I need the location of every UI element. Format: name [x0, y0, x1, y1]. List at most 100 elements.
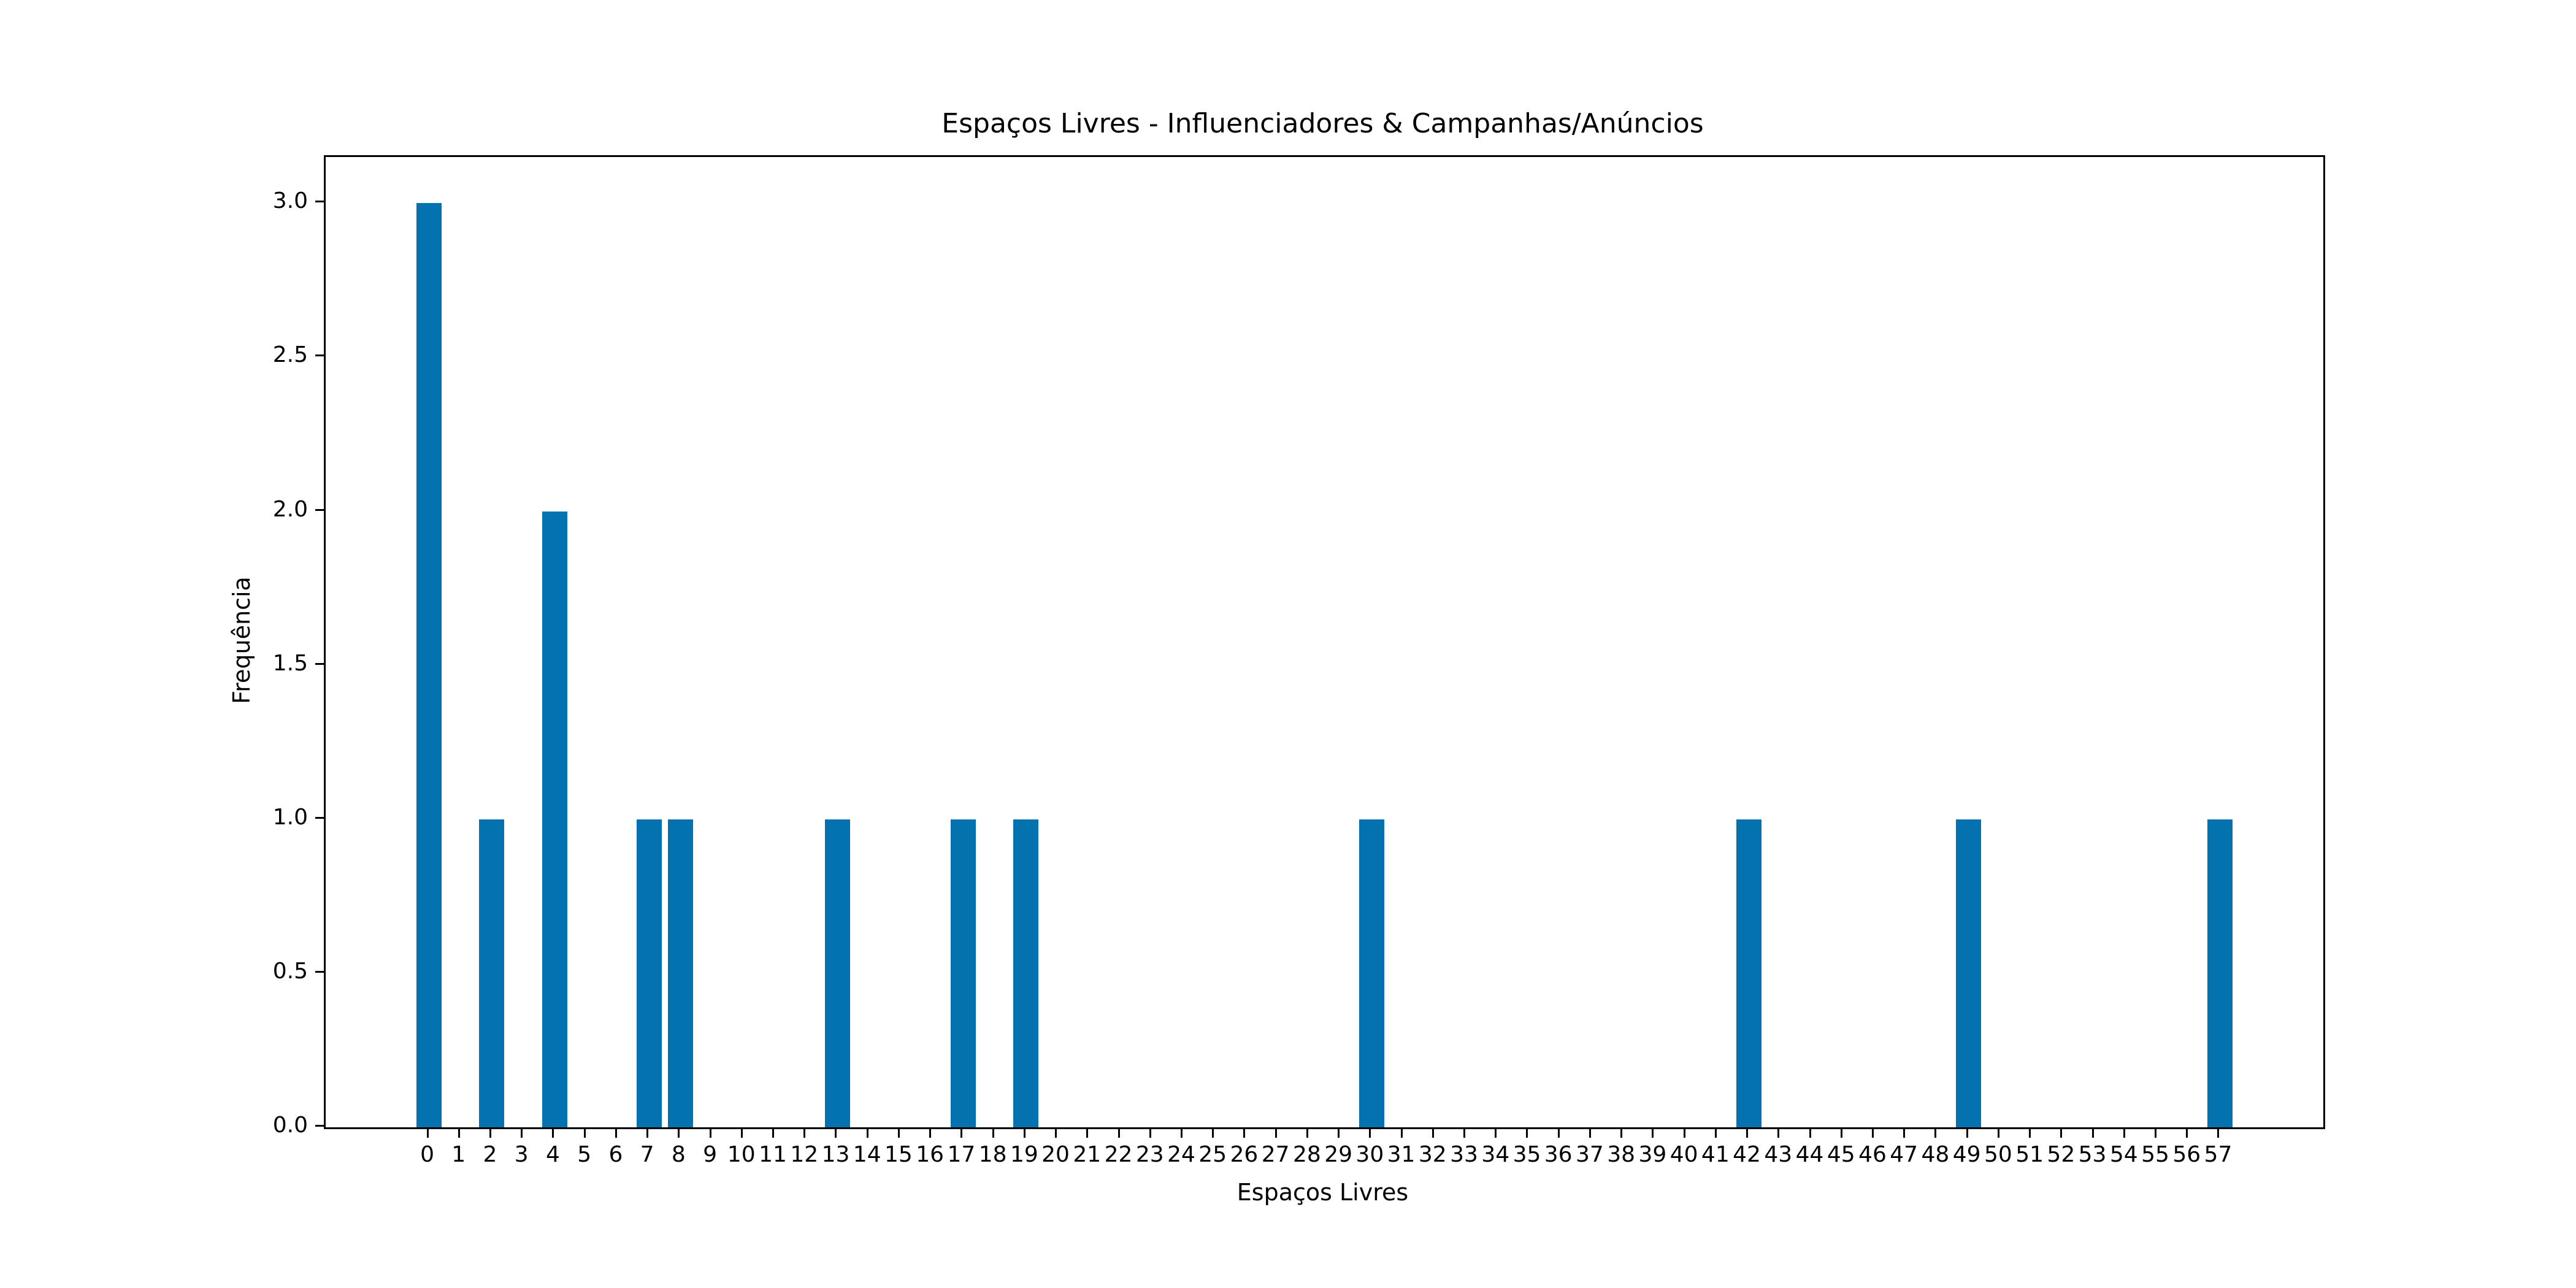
x-tick-39 [1652, 1129, 1654, 1138]
x-tick-label-11: 11 [759, 1142, 787, 1167]
x-tick-label-51: 51 [2015, 1142, 2044, 1167]
bar-2 [479, 819, 505, 1127]
x-tick-label-21: 21 [1073, 1142, 1102, 1167]
x-tick-17 [960, 1129, 963, 1138]
x-tick-label-23: 23 [1135, 1142, 1164, 1167]
x-tick-label-52: 52 [2047, 1142, 2076, 1167]
x-tick-label-55: 55 [2141, 1142, 2169, 1167]
y-tick-1.5 [315, 662, 324, 665]
x-tick-label-53: 53 [2078, 1142, 2107, 1167]
x-tick-28 [1306, 1129, 1308, 1138]
plot-area [324, 155, 2325, 1129]
x-tick-label-31: 31 [1387, 1142, 1416, 1167]
x-tick-label-43: 43 [1764, 1142, 1793, 1167]
x-tick-3 [521, 1129, 523, 1138]
x-tick-label-44: 44 [1795, 1142, 1824, 1167]
x-tick-5 [583, 1129, 586, 1138]
x-tick-21 [1086, 1129, 1089, 1138]
x-tick-label-24: 24 [1167, 1142, 1195, 1167]
x-tick-24 [1180, 1129, 1183, 1138]
y-tick-label-0.0: 0.0 [272, 1113, 308, 1138]
x-tick-label-40: 40 [1669, 1142, 1698, 1167]
x-tick-7 [646, 1129, 649, 1138]
bar-0 [416, 203, 442, 1127]
x-tick-42 [1746, 1129, 1749, 1138]
x-tick-label-34: 34 [1481, 1142, 1510, 1167]
x-axis-label: Espaços Livres [1236, 1179, 1409, 1206]
x-tick-50 [1997, 1129, 1999, 1138]
x-tick-6 [615, 1129, 617, 1138]
x-tick-label-45: 45 [1827, 1142, 1855, 1167]
bar-4 [542, 511, 567, 1127]
x-tick-2 [489, 1129, 491, 1138]
x-tick-55 [2155, 1129, 2156, 1138]
x-tick-44 [1809, 1129, 1811, 1138]
x-tick-label-9: 9 [703, 1142, 718, 1167]
x-tick-56 [2186, 1129, 2188, 1138]
x-tick-label-36: 36 [1544, 1142, 1573, 1167]
bar-19 [1013, 819, 1039, 1127]
x-tick-57 [2217, 1129, 2220, 1138]
x-tick-10 [740, 1129, 743, 1138]
x-tick-19 [1023, 1129, 1025, 1138]
x-tick-label-10: 10 [727, 1142, 756, 1167]
x-tick-label-2: 2 [483, 1142, 497, 1167]
x-tick-14 [866, 1129, 868, 1138]
x-tick-15 [897, 1129, 900, 1138]
x-tick-18 [992, 1129, 994, 1138]
x-tick-label-39: 39 [1638, 1142, 1667, 1167]
x-tick-label-37: 37 [1576, 1142, 1604, 1167]
y-tick-2.0 [315, 508, 324, 511]
x-tick-label-46: 46 [1858, 1142, 1887, 1167]
x-tick-30 [1369, 1129, 1371, 1138]
y-tick-label-0.5: 0.5 [272, 958, 308, 984]
x-tick-label-13: 13 [821, 1142, 850, 1167]
x-tick-11 [772, 1129, 775, 1138]
bar-7 [636, 819, 662, 1127]
x-tick-label-26: 26 [1230, 1142, 1259, 1167]
y-tick-0.0 [315, 1125, 324, 1127]
bar-49 [1956, 819, 1982, 1127]
bar-17 [950, 819, 976, 1127]
x-tick-label-30: 30 [1355, 1142, 1384, 1167]
x-tick-31 [1400, 1129, 1403, 1138]
x-tick-label-47: 47 [1890, 1142, 1919, 1167]
x-tick-label-1: 1 [451, 1142, 466, 1167]
x-tick-0 [426, 1129, 429, 1138]
x-tick-45 [1840, 1129, 1842, 1138]
x-tick-43 [1777, 1129, 1780, 1138]
x-tick-8 [678, 1129, 680, 1138]
x-tick-label-20: 20 [1041, 1142, 1070, 1167]
y-tick-1.0 [315, 816, 324, 819]
bar-57 [2207, 819, 2233, 1127]
x-tick-label-57: 57 [2204, 1142, 2233, 1167]
x-tick-label-19: 19 [1010, 1142, 1038, 1167]
x-tick-51 [2029, 1129, 2031, 1138]
x-tick-label-8: 8 [671, 1142, 686, 1167]
x-tick-label-12: 12 [790, 1142, 819, 1167]
y-tick-2.5 [315, 355, 324, 357]
x-tick-label-22: 22 [1104, 1142, 1133, 1167]
x-tick-label-27: 27 [1261, 1142, 1290, 1167]
y-tick-0.5 [315, 970, 324, 973]
x-tick-32 [1432, 1129, 1434, 1138]
x-tick-16 [929, 1129, 932, 1138]
x-tick-label-4: 4 [545, 1142, 560, 1167]
x-tick-label-17: 17 [947, 1142, 976, 1167]
x-tick-12 [803, 1129, 806, 1138]
x-tick-label-0: 0 [420, 1142, 434, 1167]
y-tick-label-1.0: 1.0 [272, 804, 308, 830]
x-tick-33 [1463, 1129, 1466, 1138]
x-tick-54 [2123, 1129, 2125, 1138]
y-tick-label-3.0: 3.0 [272, 188, 308, 214]
x-tick-label-56: 56 [2172, 1142, 2201, 1167]
x-tick-label-54: 54 [2109, 1142, 2138, 1167]
x-tick-label-16: 16 [916, 1142, 945, 1167]
x-tick-38 [1620, 1129, 1623, 1138]
y-tick-label-2.0: 2.0 [272, 496, 308, 522]
x-tick-label-18: 18 [978, 1142, 1007, 1167]
x-tick-46 [1871, 1129, 1874, 1138]
x-tick-1 [458, 1129, 460, 1138]
x-tick-48 [1934, 1129, 1937, 1138]
bar-13 [824, 819, 850, 1127]
